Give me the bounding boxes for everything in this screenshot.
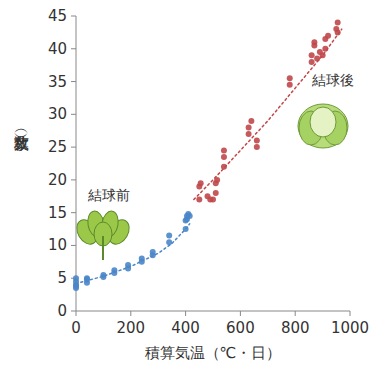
data-point bbox=[287, 82, 293, 88]
series-label: 結球前 bbox=[87, 187, 130, 203]
y-tick bbox=[71, 245, 76, 246]
data-point bbox=[166, 239, 172, 245]
y-tick-label: 25 bbox=[48, 138, 67, 156]
y-tick-label: 15 bbox=[48, 204, 67, 222]
x-tick bbox=[240, 311, 241, 316]
x-tick-label: 0 bbox=[71, 319, 81, 337]
x-axis bbox=[76, 311, 350, 312]
x-tick-label: 1000 bbox=[331, 319, 369, 337]
y-tick-label: 0 bbox=[57, 302, 67, 320]
x-tick-label: 800 bbox=[281, 319, 310, 337]
y-tick bbox=[71, 81, 76, 82]
data-point bbox=[187, 213, 193, 219]
y-tick bbox=[71, 311, 76, 312]
y-tick-label: 30 bbox=[48, 105, 67, 123]
data-point bbox=[166, 233, 172, 239]
y-tick bbox=[71, 212, 76, 213]
y-tick bbox=[71, 48, 76, 49]
data-point bbox=[198, 180, 204, 186]
plot-marks bbox=[73, 20, 342, 292]
data-point bbox=[213, 190, 219, 196]
data-point bbox=[287, 75, 293, 81]
x-tick bbox=[76, 311, 77, 316]
x-tick-label: 600 bbox=[226, 319, 255, 337]
data-point bbox=[246, 131, 252, 137]
head-lettuce-icon bbox=[298, 104, 348, 148]
y-tick-label: 40 bbox=[48, 40, 67, 58]
data-point bbox=[196, 197, 202, 203]
y-tick-label: 35 bbox=[48, 73, 67, 91]
data-point bbox=[150, 249, 156, 255]
y-tick-label: 45 bbox=[48, 7, 67, 25]
y-tick bbox=[71, 179, 76, 180]
stem bbox=[102, 236, 104, 260]
data-point bbox=[311, 39, 317, 45]
data-point bbox=[254, 138, 260, 144]
chart: 0 5 10 15 20 25 30 35 40 45 0 200 400 600 800 1000 積算気温（… bbox=[0, 0, 380, 370]
y-tick-label: 10 bbox=[48, 236, 67, 254]
trend-line bbox=[76, 224, 190, 284]
x-tick bbox=[130, 311, 131, 316]
y-tick-label: 5 bbox=[57, 269, 67, 287]
data-point bbox=[210, 197, 216, 203]
x-axis-title: 積算気温（℃・日） bbox=[145, 344, 282, 362]
x-tick-label: 400 bbox=[171, 319, 200, 337]
young-lettuce-icon bbox=[73, 210, 134, 260]
x-tick bbox=[185, 311, 186, 316]
y-tick bbox=[71, 147, 76, 148]
y-axis-title: 葉数（枚） bbox=[15, 128, 31, 152]
y-tick bbox=[71, 16, 76, 17]
head bbox=[310, 107, 336, 137]
data-point bbox=[254, 144, 260, 150]
y-axis bbox=[76, 16, 77, 311]
y-tick bbox=[71, 114, 76, 115]
outer-leaves bbox=[298, 104, 348, 148]
x-tick bbox=[350, 311, 351, 316]
data-point bbox=[335, 20, 341, 26]
series-label: 結球後 bbox=[311, 72, 354, 88]
data-point bbox=[248, 118, 254, 124]
data-point bbox=[246, 124, 252, 130]
data-point bbox=[314, 56, 320, 62]
trend-line bbox=[194, 29, 342, 199]
data-point bbox=[325, 33, 331, 39]
x-tick-label: 200 bbox=[116, 319, 145, 337]
data-point bbox=[73, 275, 79, 281]
data-point bbox=[221, 154, 227, 160]
data-point bbox=[309, 59, 315, 65]
data-point bbox=[221, 147, 227, 153]
x-tick bbox=[295, 311, 296, 316]
data-point bbox=[309, 52, 315, 58]
y-tick-label: 20 bbox=[48, 171, 67, 189]
